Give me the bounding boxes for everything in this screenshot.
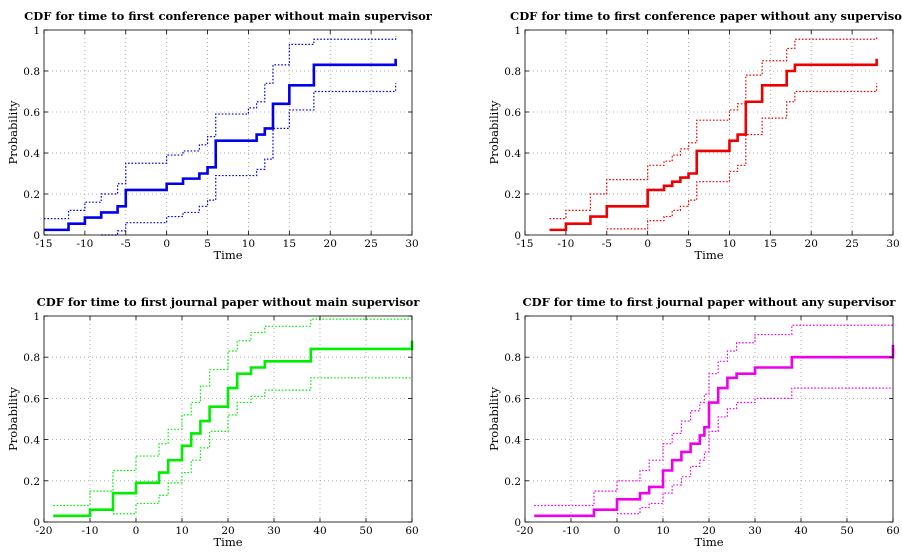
x-tick-label: 60 <box>886 525 899 537</box>
series-lower-line <box>113 377 412 515</box>
x-tick-label: -10 <box>557 238 574 250</box>
y-tick-label: 0 <box>514 517 521 529</box>
x-tick-label: 40 <box>313 525 326 537</box>
y-tick-label: 0 <box>514 230 521 242</box>
y-tick-label: 0.6 <box>504 107 521 119</box>
chart-panel-2: CDF for time to first conference paper w… <box>487 9 902 262</box>
series-upper-line <box>44 36 397 220</box>
y-tick-label: 0.4 <box>23 148 40 160</box>
x-tick-label: 40 <box>794 525 807 537</box>
x-tick-label: 25 <box>845 238 858 250</box>
y-tick-label: 0.2 <box>23 189 40 201</box>
x-tick-label: 10 <box>723 238 736 250</box>
x-tick-label: 5 <box>685 238 692 250</box>
series-estimate-line <box>53 340 414 518</box>
axes-frame <box>43 29 413 236</box>
chart-panel-1: CDF for time to first conference paper w… <box>6 9 433 262</box>
x-tick-label: 15 <box>283 238 296 250</box>
axes-frame <box>43 315 413 523</box>
x-tick-label: 60 <box>405 525 418 537</box>
x-tick-label: 10 <box>242 238 255 250</box>
y-tick-label: 0 <box>33 517 40 529</box>
series-estimate-line <box>534 344 895 518</box>
y-axis-label: Probability <box>487 100 501 164</box>
y-tick-label: 0.2 <box>23 476 40 488</box>
x-tick-label: 20 <box>805 238 818 250</box>
x-tick-label: 20 <box>702 525 715 537</box>
y-axis-label: Probability <box>6 100 20 164</box>
chart-panel-4: CDF for time to first journal paper with… <box>487 295 900 549</box>
x-tick-label: 0 <box>614 525 621 537</box>
x-tick-label: 50 <box>359 525 372 537</box>
y-tick-label: 0.6 <box>23 393 40 405</box>
x-tick-label: -10 <box>563 525 580 537</box>
x-tick-label: 50 <box>840 525 853 537</box>
y-tick-label: 1 <box>33 25 40 37</box>
series-lower-line <box>606 83 878 230</box>
y-tick-label: 1 <box>514 25 521 37</box>
x-tick-label: 0 <box>644 238 651 250</box>
y-axis-label: Probability <box>487 387 501 451</box>
chart-title: CDF for time to first conference paper w… <box>24 9 433 23</box>
y-tick-label: 0.8 <box>504 352 521 364</box>
x-axis-label: Time <box>213 248 242 262</box>
chart-title: CDF for time to first journal paper with… <box>523 295 897 309</box>
y-tick-label: 1 <box>514 311 521 323</box>
x-tick-label: 10 <box>656 525 669 537</box>
y-tick-label: 0.2 <box>504 189 521 201</box>
x-tick-label: -10 <box>76 238 93 250</box>
x-tick-label: 0 <box>133 525 140 537</box>
y-tick-label: 0.6 <box>504 393 521 405</box>
x-tick-label: 15 <box>764 238 777 250</box>
y-tick-label: 0.8 <box>23 66 40 78</box>
series-lower-line <box>617 387 893 515</box>
x-axis-label: Time <box>694 248 723 262</box>
x-tick-label: -15 <box>517 238 534 250</box>
x-tick-label: 30 <box>886 238 899 250</box>
series-lower-line <box>101 83 397 236</box>
x-tick-label: -15 <box>36 238 53 250</box>
x-tick-label: -5 <box>121 238 131 250</box>
y-tick-label: 0.8 <box>504 66 521 78</box>
y-tick-label: 1 <box>33 311 40 323</box>
x-tick-label: 30 <box>748 525 761 537</box>
x-axis-label: Time <box>694 535 723 549</box>
x-tick-label: 25 <box>364 238 377 250</box>
chart-title: CDF for time to first journal paper with… <box>37 295 421 309</box>
y-axis-label: Probability <box>6 387 20 451</box>
y-tick-label: 0.4 <box>504 148 521 160</box>
y-tick-label: 0.4 <box>504 435 521 447</box>
x-tick-label: 30 <box>267 525 280 537</box>
x-tick-label: -10 <box>82 525 99 537</box>
chart-panel-3: CDF for time to first journal paper with… <box>6 295 420 549</box>
x-tick-label: 20 <box>324 238 337 250</box>
series-estimate-line <box>549 58 878 232</box>
axes-frame <box>524 29 894 236</box>
y-tick-label: 0 <box>33 230 40 242</box>
x-axis-label: Time <box>213 535 242 549</box>
y-tick-label: 0.4 <box>23 435 40 447</box>
x-tick-label: 30 <box>405 238 418 250</box>
x-tick-label: 10 <box>175 525 188 537</box>
x-tick-label: 20 <box>221 525 234 537</box>
y-tick-label: 0.6 <box>23 107 40 119</box>
x-tick-label: 0 <box>163 238 170 250</box>
series-upper-line <box>53 318 412 507</box>
series-upper-line <box>549 36 878 220</box>
series-estimate-line <box>44 58 397 232</box>
chart-title: CDF for time to first conference paper w… <box>510 9 902 23</box>
y-tick-label: 0.8 <box>23 352 40 364</box>
y-tick-label: 0.2 <box>504 476 521 488</box>
series-upper-line <box>534 324 893 507</box>
x-tick-label: 5 <box>204 238 211 250</box>
x-tick-label: -5 <box>602 238 612 250</box>
x-tick-label: -20 <box>517 525 534 537</box>
x-tick-label: -20 <box>36 525 53 537</box>
